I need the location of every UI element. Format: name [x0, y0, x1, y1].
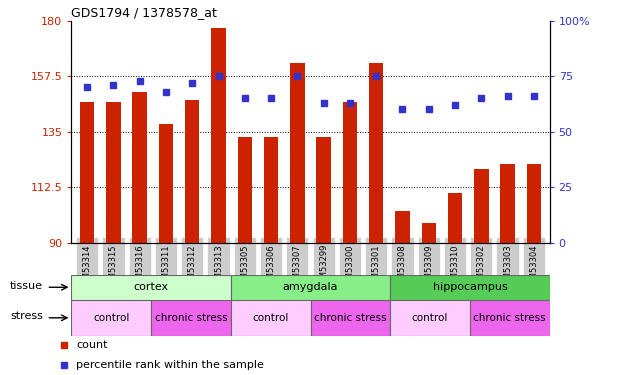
Text: chronic stress: chronic stress [473, 313, 546, 323]
Text: stress: stress [10, 311, 43, 321]
Bar [132, 92, 147, 243]
Bar [474, 169, 489, 243]
Bar [390, 274, 550, 300]
Bar [185, 99, 199, 243]
Bar [310, 300, 390, 336]
Bar [422, 223, 436, 243]
Bar [390, 300, 470, 336]
Bar [343, 102, 357, 243]
Bar [317, 136, 331, 243]
Bar [264, 136, 278, 243]
Bar [231, 274, 390, 300]
Text: amygdala: amygdala [283, 282, 338, 292]
Bar [290, 63, 304, 243]
Bar [231, 300, 310, 336]
Text: chronic stress: chronic stress [314, 313, 387, 323]
Bar [369, 63, 383, 243]
Bar [151, 300, 231, 336]
Text: count: count [76, 340, 107, 351]
Bar [395, 210, 410, 243]
Text: percentile rank within the sample: percentile rank within the sample [76, 360, 264, 370]
Text: cortex: cortex [134, 282, 169, 292]
Bar [448, 193, 462, 243]
Bar [71, 300, 151, 336]
Bar [159, 124, 173, 243]
Bar [527, 164, 541, 243]
Bar [501, 164, 515, 243]
Text: control: control [253, 313, 289, 323]
Text: chronic stress: chronic stress [155, 313, 227, 323]
Bar [238, 136, 252, 243]
Bar [106, 102, 120, 243]
Text: GDS1794 / 1378578_at: GDS1794 / 1378578_at [71, 6, 217, 20]
Bar [80, 102, 94, 243]
Bar [470, 300, 550, 336]
Text: control: control [93, 313, 129, 323]
Text: tissue: tissue [10, 281, 43, 291]
Text: control: control [412, 313, 448, 323]
Bar [71, 274, 231, 300]
Text: hippocampus: hippocampus [432, 282, 507, 292]
Bar [211, 28, 226, 243]
